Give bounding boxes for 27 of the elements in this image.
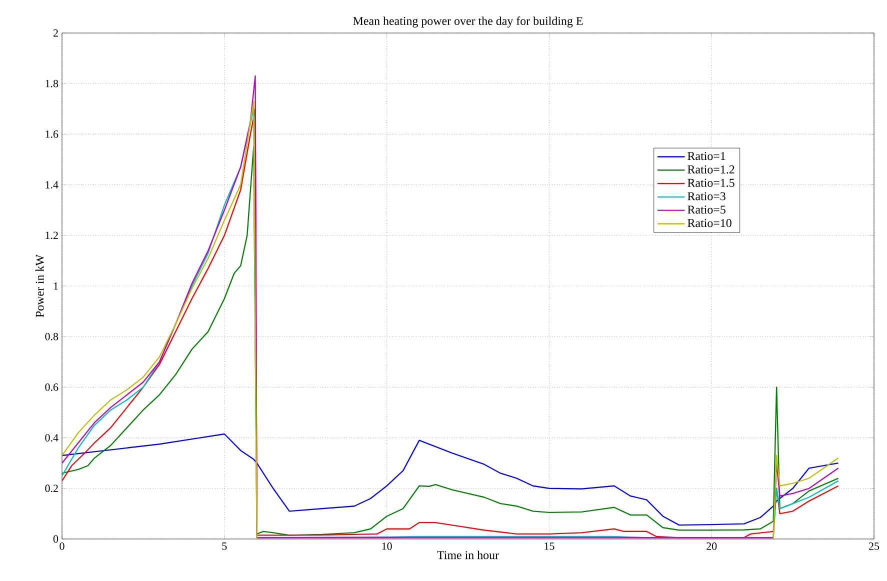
x-tick-label: 20 (706, 542, 717, 550)
y-tick-label: 0.4 (45, 434, 58, 442)
y-tick-label: 0.6 (45, 383, 58, 391)
y-tick-label: 1.8 (46, 80, 58, 88)
line-series (62, 433, 839, 526)
chart-title: Mean heating power over the day for building E (353, 16, 583, 28)
x-tick-label: 5 (222, 542, 227, 550)
legend-label: Ratio=1.5 (688, 178, 734, 187)
y-tick-label: 1 (54, 282, 58, 290)
y-axis-title: Power in kW (35, 254, 44, 318)
y-tick-label: 0.2 (45, 484, 58, 492)
legend-label: Ratio=10 (688, 219, 732, 228)
x-tick-label: 25 (869, 542, 880, 550)
x-tick-label: 0 (60, 542, 64, 550)
legend-label: Ratio=1.2 (688, 165, 734, 174)
x-tick-label: 10 (382, 542, 392, 550)
y-tick-label: 1.4 (46, 181, 58, 188)
y-tick-label: 0 (53, 535, 58, 543)
x-tick-label: 15 (544, 542, 554, 550)
y-tick-label: 1.6 (46, 130, 58, 138)
y-tick-label: 1.2 (46, 232, 58, 240)
y-tick-label: 2 (53, 29, 58, 37)
x-axis-title: Time in hour (437, 550, 499, 560)
legend-label: Ratio=3 (688, 192, 726, 200)
y-tick-label: 0.8 (45, 332, 58, 340)
legend-label: Ratio=5 (688, 206, 726, 214)
legend-label: Ratio=1 (688, 152, 726, 160)
